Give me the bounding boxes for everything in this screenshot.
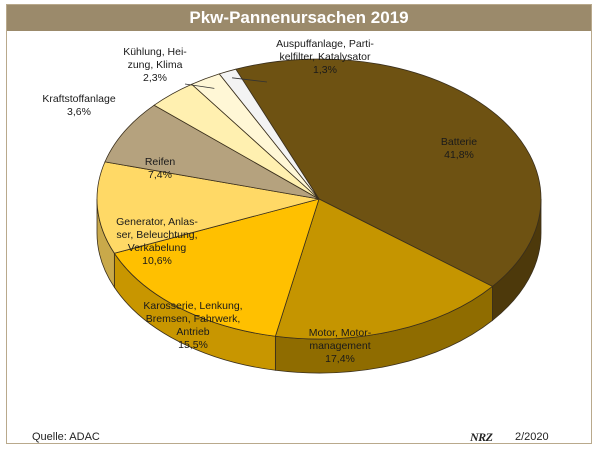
chart-frame: Pkw-Pannenursachen 2019 Batterie 41,8% Mot… xyxy=(6,4,592,444)
pie-slice-4 xyxy=(96,161,320,254)
pie-slice-1 xyxy=(235,58,542,287)
title-bar: Pkw-Pannenursachen 2019 xyxy=(7,5,591,31)
leader-line-7 xyxy=(184,83,215,89)
leader-line-8 xyxy=(232,77,268,83)
pie-slice-5 xyxy=(104,104,320,200)
publication-date: 2/2020 xyxy=(515,431,549,443)
slice-label-8: Auspuffanlage, Parti-kelfilter, Katalysa… xyxy=(276,38,374,76)
slice-label-4: Generator, Anlas-ser, Beleuchtung, Verkab… xyxy=(116,216,198,267)
source-note: Quelle: ADAC xyxy=(32,431,100,443)
pie-chart: Batterie 41,8% Motor, Motor-management 17,4… xyxy=(42,38,542,374)
pie-slice-3 xyxy=(113,198,320,337)
slice-label-7: Kühlung, Hei-zung, Klima 2,3% xyxy=(123,46,187,84)
chart-title: Pkw-Pannenursachen 2019 xyxy=(189,8,409,27)
pie-slice-2 xyxy=(274,198,494,340)
slice-label-1: Batterie 41,8% xyxy=(441,136,477,161)
slice-label-3: Karosserie, Lenkung, Bremsen, Fahrwerk, An… xyxy=(143,300,242,351)
slice-label-2: Motor, Motor-management 17,4% xyxy=(309,327,372,365)
slice-label-6: Kraftstoffanlage 3,6% xyxy=(42,93,116,118)
publisher-logo: NRZ xyxy=(470,430,493,444)
slice-label-5: Reifen 7,4% xyxy=(145,156,176,181)
pie-slice-8 xyxy=(218,68,320,200)
